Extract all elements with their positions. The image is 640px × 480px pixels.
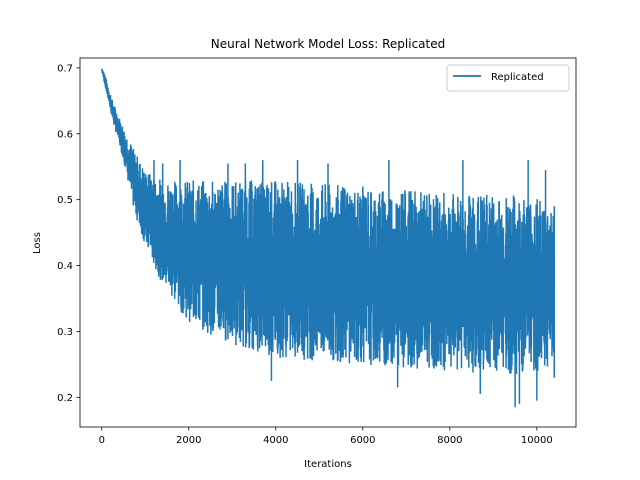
x-tick-label: 2000 [176, 435, 201, 446]
y-axis-label: Loss [32, 232, 43, 254]
x-tick-label: 4000 [263, 435, 288, 446]
x-tick-label: 10000 [521, 435, 553, 446]
x-tick-label: 8000 [437, 435, 462, 446]
x-tick-label: 6000 [350, 435, 375, 446]
plot-area [101, 68, 555, 408]
legend-box [446, 64, 570, 92]
legend-label-replicated: Replicated [491, 72, 544, 83]
y-tick-label: 0.5 [57, 195, 73, 206]
y-tick-label: 0.2 [57, 393, 73, 404]
x-tick-label: 0 [99, 435, 105, 446]
y-tick-label: 0.7 [57, 63, 73, 74]
x-axis-label: Iterations [304, 459, 352, 470]
y-tick-label: 0.3 [57, 327, 73, 338]
x-axis-ticks: 0 2000 4000 6000 8000 10000 [99, 427, 553, 446]
legend: Replicated [446, 64, 570, 92]
y-tick-label: 0.6 [57, 129, 73, 140]
chart-title: Neural Network Model Loss: Replicated [211, 37, 445, 51]
y-axis-ticks: 0.2 0.3 0.4 0.5 0.6 0.7 [57, 63, 80, 404]
y-tick-label: 0.4 [57, 261, 73, 272]
axes-frame [79, 57, 577, 428]
